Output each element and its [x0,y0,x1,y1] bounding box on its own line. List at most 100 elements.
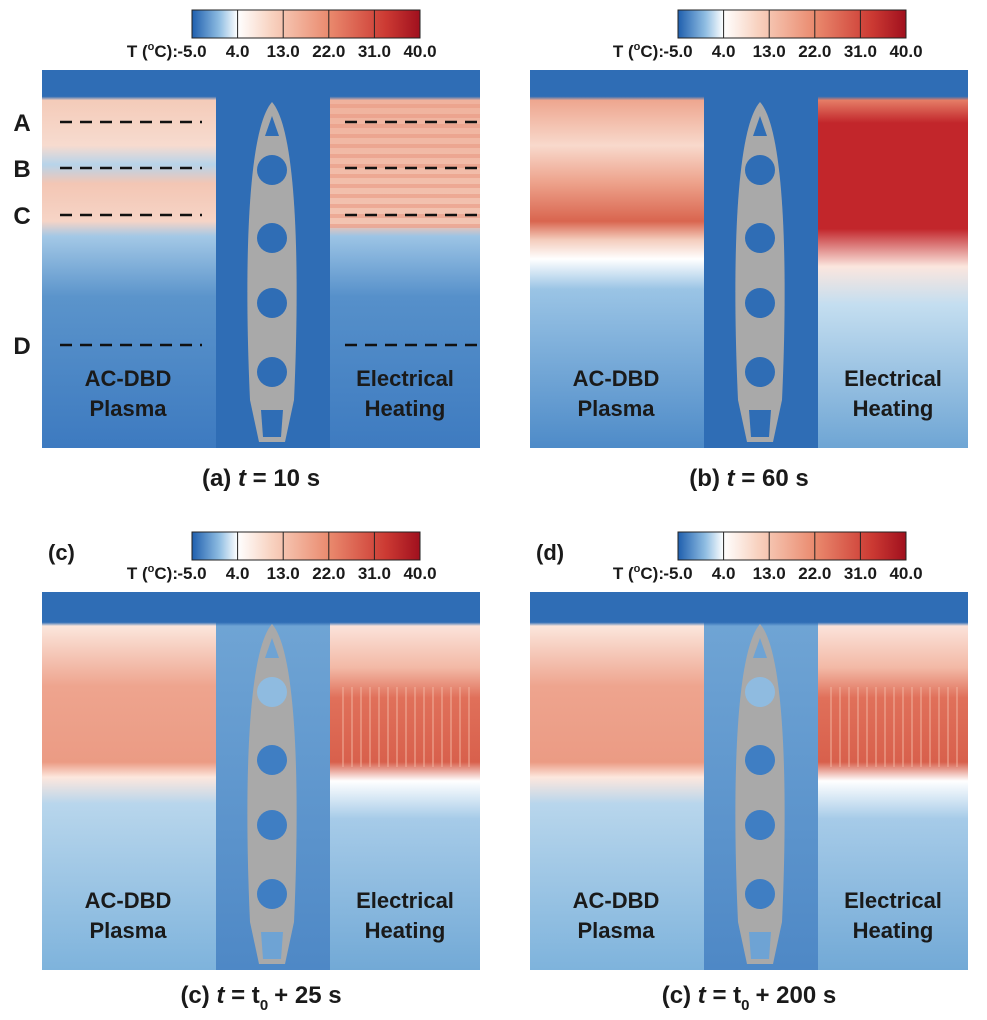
plasma-region [530,70,704,448]
heat-streak [405,687,407,767]
colorbar-tick-label: -5.0 [663,564,692,583]
caption-rest: + 200 s [755,982,836,1009]
heat-stripe [330,184,480,188]
region-label: Electrical [844,366,942,391]
colorbar-tick-label: 22.0 [798,564,831,583]
figure: AC-DBDPlasmaElectricalHeatingABCD-5.04.0… [0,0,987,1020]
airfoil-hole [749,932,771,959]
heat-streak [920,687,922,767]
heat-stripe [330,224,480,228]
heat-stripe [330,154,480,158]
colorbar-title-rest: C): [154,42,178,61]
region-label: Electrical [356,888,454,913]
caption-eq: = t [231,982,260,1009]
colorbar-tick-label: -5.0 [177,564,206,583]
airfoil-hole [745,357,775,387]
caption-var: t [216,982,225,1009]
caption-sub: 0 [260,997,268,1014]
region-label: Electrical [844,888,942,913]
colorbar-tick-label: 31.0 [358,42,391,61]
heat-stripe [330,194,480,198]
colorbar-tick-label: 40.0 [889,564,922,583]
airfoil-hole [257,810,287,840]
panel-tag: (c) [48,540,75,565]
colorbar-tick-label: 4.0 [712,564,736,583]
colorbar-title: T (oC): [613,41,664,61]
region-label: Heating [365,396,446,421]
heat-stripe [330,104,480,108]
airfoil-hole [749,410,771,437]
colorbar-tick-label: 31.0 [844,42,877,61]
caption-prefix: (c) [662,982,691,1009]
colorbar-title-rest: C): [640,42,664,61]
region-label: AC-DBD [573,366,660,391]
heat-streak [423,687,425,767]
colorbar-tick-label: 22.0 [312,564,345,583]
heat-streak [929,687,931,767]
caption: (c) t = t0+ 25 s [180,982,341,1014]
heat-streak [893,687,895,767]
colorbar-tick-label: 4.0 [712,42,736,61]
airfoil-hole [745,879,775,909]
colorbar-tick-label: 31.0 [844,564,877,583]
line-label: A [13,110,30,137]
region-label: Plasma [577,396,655,421]
colorbar-title-text: T ( [613,564,634,583]
heat-streak [351,687,353,767]
heat-stripe [330,174,480,178]
colorbar-title: T (oC): [127,563,178,583]
heat-streak [848,687,850,767]
airfoil-hole [257,223,287,253]
heat-streak [459,687,461,767]
plasma-region [530,592,704,970]
caption-prefix: (b) [689,465,720,492]
airfoil-hole [257,879,287,909]
heat-streak [441,687,443,767]
heat-streak [884,687,886,767]
heat-streak [911,687,913,767]
region-label: Heating [853,918,934,943]
colorbar-title: T (oC): [613,563,664,583]
region-label: AC-DBD [85,366,172,391]
colorbar-tick-label: 40.0 [403,564,436,583]
heat-streak [396,687,398,767]
caption-var: t [698,982,707,1009]
region-label: Electrical [356,366,454,391]
colorbar [192,10,420,38]
heat-streak [432,687,434,767]
heat-streak [866,687,868,767]
heat-streak [450,687,452,767]
heat-streak [369,687,371,767]
airfoil-hole [261,932,283,959]
heat-streak [414,687,416,767]
heat-streak [938,687,940,767]
region-label: Plasma [89,918,167,943]
colorbar-title-rest: C): [640,564,664,583]
panel-tag: (d) [536,540,564,565]
line-label: C [13,203,30,230]
colorbar-tick-label: 40.0 [889,42,922,61]
heat-streak [468,687,470,767]
colorbar-title-text: T ( [127,42,148,61]
heat-stripe [330,114,480,118]
caption-prefix: (a) [202,465,231,492]
heat-stripe [330,124,480,128]
colorbar-tick-label: 13.0 [753,42,786,61]
airfoil-hole [257,155,287,185]
colorbar-tick-label: 4.0 [226,564,250,583]
colorbar-tick-label: 22.0 [798,42,831,61]
heat-streak [956,687,958,767]
caption: (a) t = 10 s [202,465,320,492]
heating-region [330,592,480,970]
heat-streak [378,687,380,767]
heat-streak [875,687,877,767]
caption-rest: = 10 s [253,465,320,492]
colorbar [678,532,906,560]
airfoil-hole [745,677,775,707]
airfoil-hole [745,745,775,775]
heat-stripe [330,204,480,208]
colorbar-tick-label: 13.0 [753,564,786,583]
caption-var: t [238,465,247,492]
colorbar [192,532,420,560]
airfoil-hole [745,223,775,253]
